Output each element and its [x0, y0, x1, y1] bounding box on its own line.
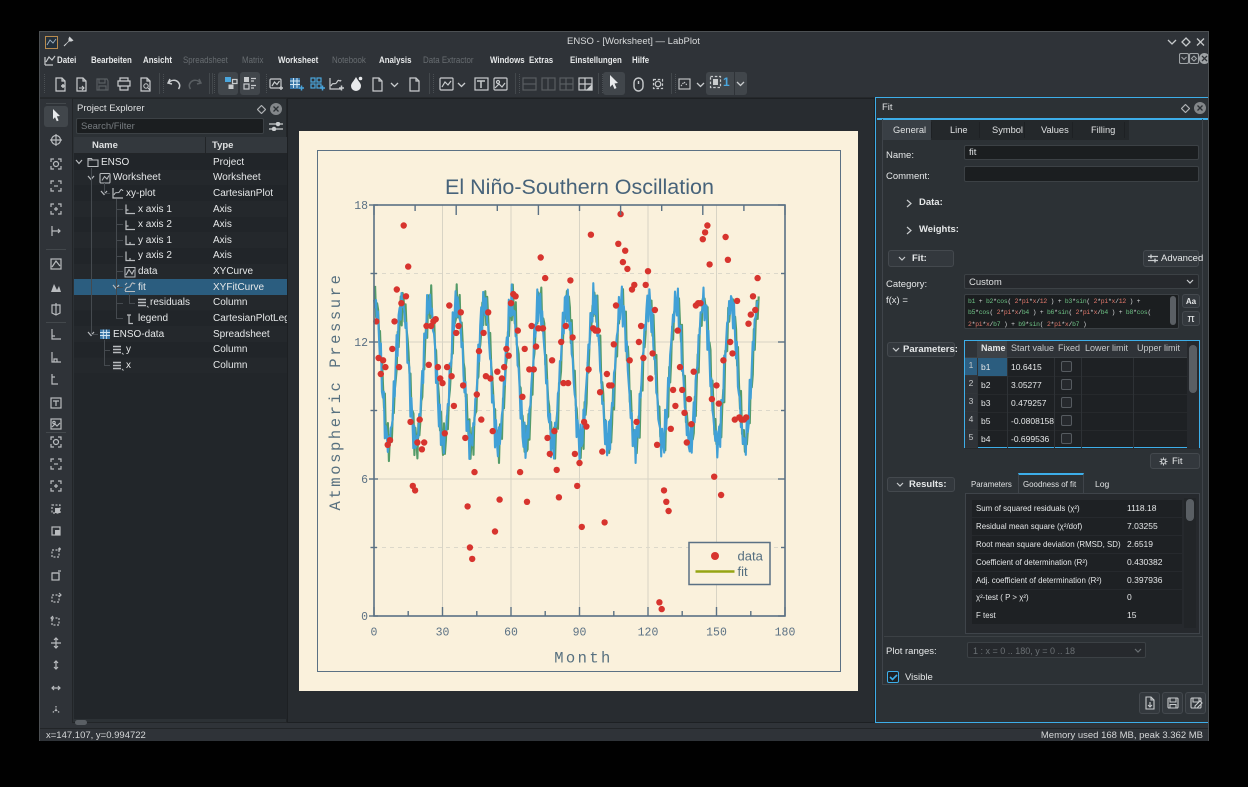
svg-text:12: 12: [354, 337, 368, 350]
svg-text:6: 6: [361, 474, 368, 487]
svg-text:Month: Month: [554, 650, 613, 668]
svg-text:0: 0: [361, 611, 368, 624]
svg-text:data: data: [738, 549, 764, 564]
svg-text:0: 0: [371, 627, 378, 640]
svg-text:30: 30: [436, 627, 450, 640]
svg-text:18: 18: [354, 200, 368, 213]
svg-text:90: 90: [573, 627, 587, 640]
svg-text:120: 120: [638, 627, 659, 640]
svg-text:60: 60: [504, 627, 518, 640]
svg-text:150: 150: [706, 627, 727, 640]
svg-text:180: 180: [775, 627, 796, 640]
svg-text:Atmospheric Pressure: Atmospheric Pressure: [327, 272, 345, 510]
svg-text:fit: fit: [738, 564, 749, 579]
svg-text:El Niño-Southern Oscillation: El Niño-Southern Oscillation: [445, 175, 714, 199]
